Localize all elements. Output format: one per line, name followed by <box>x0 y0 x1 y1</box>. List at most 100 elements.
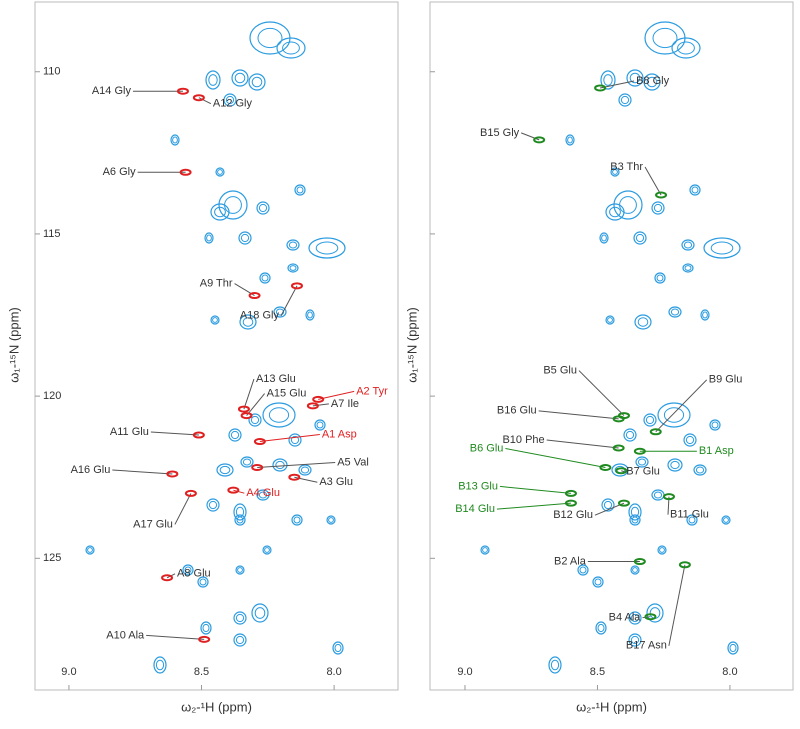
peak <box>564 499 577 507</box>
contour <box>256 489 270 501</box>
contour <box>210 203 230 221</box>
contour <box>202 623 210 633</box>
contour <box>248 73 266 91</box>
peak-label: A12 Gly <box>213 98 253 110</box>
contour <box>711 421 719 429</box>
contour <box>273 306 287 318</box>
contour <box>630 565 640 575</box>
contour <box>182 564 194 576</box>
contour <box>298 464 312 476</box>
contour <box>723 517 729 523</box>
contour <box>597 623 605 633</box>
peak <box>615 467 628 475</box>
peak <box>248 292 261 300</box>
peak-label: B9 Glu <box>709 374 743 386</box>
contour <box>651 201 665 215</box>
contour <box>619 196 637 214</box>
contour <box>609 206 621 218</box>
contour <box>579 566 587 574</box>
peak-label: A14 Gly <box>92 85 132 97</box>
contour <box>721 515 731 525</box>
peak-label: A9 Thr <box>200 277 233 289</box>
contour <box>294 184 306 196</box>
contour <box>290 435 300 445</box>
contour <box>305 309 315 321</box>
contour <box>727 641 739 655</box>
leader-line <box>578 370 625 416</box>
peak-label: B2 Ala <box>554 555 587 567</box>
contour <box>262 402 296 428</box>
contour <box>206 498 220 512</box>
peak <box>198 635 211 643</box>
contour <box>565 134 575 146</box>
peak <box>253 438 266 446</box>
contour <box>261 274 269 282</box>
contour <box>657 545 667 555</box>
contour <box>85 545 95 555</box>
contour <box>307 311 313 319</box>
contour <box>603 500 613 510</box>
peak-label: A2 Tyr <box>356 385 388 397</box>
contour <box>234 514 246 526</box>
peak-label: B3 Thr <box>610 161 643 173</box>
peak <box>617 499 630 507</box>
contour <box>231 69 249 87</box>
peak-label: A18 Gly <box>240 310 280 322</box>
peak <box>533 136 546 144</box>
peak-label: B14 Glu <box>455 503 495 515</box>
contour <box>605 203 625 221</box>
leader-line <box>499 485 572 494</box>
contour <box>237 567 243 573</box>
peak-label: B6 Glu <box>470 442 504 454</box>
contour <box>235 613 245 623</box>
peak <box>644 613 657 621</box>
contour <box>628 633 642 647</box>
panel: 9.0 8.5 8.0 110 115 120 125 ω₂-¹H (ppm) ω₁-¹⁵N (… <box>6 1 399 714</box>
contour <box>204 232 214 244</box>
contour <box>686 514 698 526</box>
peak <box>633 558 646 566</box>
contour <box>258 203 268 213</box>
contour <box>610 167 620 177</box>
contour <box>700 309 710 321</box>
panel: 9.0 8.5 8.0 ω₂-¹H (ppm) ω₁-¹⁵N (ppm) B8 Gly B1… <box>404 1 794 714</box>
contour <box>264 547 270 553</box>
contour <box>643 73 661 91</box>
peak-label: A7 Ile <box>331 398 359 410</box>
contour <box>208 74 218 86</box>
contour <box>605 315 615 325</box>
contour <box>550 659 560 671</box>
contour <box>633 231 647 245</box>
peak <box>176 87 189 95</box>
contour <box>235 635 245 645</box>
contour <box>611 463 629 477</box>
contour <box>286 239 300 251</box>
contour <box>206 234 212 242</box>
contour <box>710 241 734 255</box>
contour <box>275 308 285 316</box>
contour <box>629 514 641 526</box>
peak <box>166 470 179 478</box>
peak-label: A8 Glu <box>177 568 211 580</box>
contour <box>251 603 269 623</box>
plot-frame <box>429 1 794 691</box>
contour <box>208 500 218 510</box>
contour <box>257 27 283 49</box>
contour <box>235 565 245 575</box>
peak <box>237 405 250 413</box>
contour <box>663 407 685 423</box>
contour <box>238 231 252 245</box>
x-axis-label: ω₂-¹H (ppm) <box>576 699 647 714</box>
contour <box>645 415 655 425</box>
peak <box>184 489 197 497</box>
x-tick-label: 9.0 <box>61 666 76 678</box>
peak-label: A4 Glu <box>246 487 280 499</box>
leader-line <box>505 447 606 468</box>
peak-label: A16 Glu <box>71 464 111 476</box>
contour <box>667 458 683 472</box>
leader-line <box>668 564 686 646</box>
contour <box>607 317 613 323</box>
contour <box>656 274 664 282</box>
x-tick-label: 8.5 <box>194 666 209 678</box>
leader-line <box>246 393 265 416</box>
